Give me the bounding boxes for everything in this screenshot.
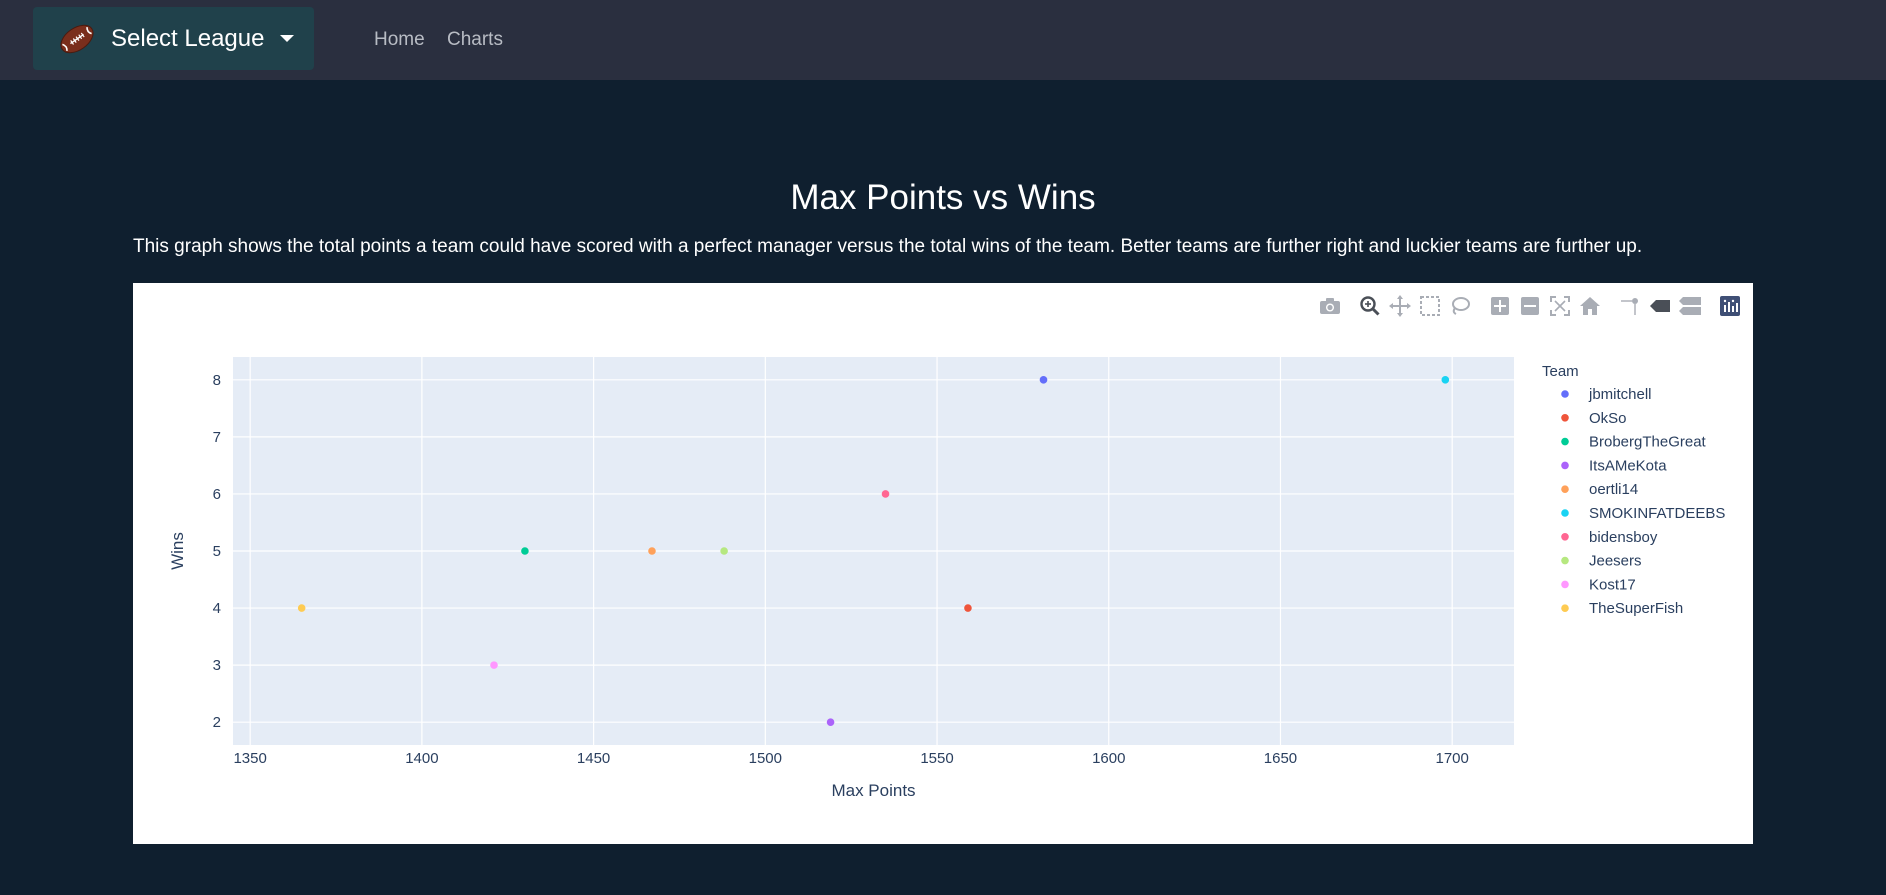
x-tick-label: 1350 [233,750,266,767]
legend-label: Kost17 [1589,576,1636,593]
legend-item-bidensboy[interactable]: bidensboy [1561,529,1658,546]
x-axis-label: Max Points [831,781,915,800]
legend-item-smokinfatdeebs[interactable]: SMOKINFATDEEBS [1561,505,1725,522]
legend-label: OkSo [1589,410,1627,427]
reset-axes-icon[interactable] [1575,293,1605,319]
caret-down-icon [280,35,295,42]
hover-compare-icon[interactable] [1675,293,1705,319]
y-axis-label: Wins [168,532,187,570]
scatter-point-itsamekota[interactable] [826,718,835,726]
y-tick-label: 7 [213,429,221,446]
x-tick-label: 1450 [577,750,610,767]
legend-label: ItsAMeKota [1589,457,1667,474]
y-tick-label: 2 [213,714,221,731]
zoom-out-icon[interactable] [1515,293,1545,319]
legend-item-thesuperfish[interactable]: TheSuperFish [1561,600,1683,617]
scatter-point-okso[interactable] [964,604,972,612]
legend-label: oertli14 [1589,481,1638,498]
pan-icon[interactable] [1385,293,1415,319]
navbar: Select League Home Charts [0,0,1886,80]
chart-container: 1350 1400 1450 1500 1550 1600 1650 1700 2 3 4 5 6 7 8… [133,283,1753,844]
legend-marker [1561,533,1569,541]
legend-item-jbmitchell[interactable]: jbmitchell [1561,386,1652,403]
y-axis-ticks: 2 3 4 5 6 7 8 [213,372,221,731]
select-league-dropdown[interactable]: Select League [33,7,314,70]
hover-closest-icon[interactable] [1645,293,1675,319]
y-tick-label: 3 [213,657,221,674]
legend-label: Jeesers [1589,553,1642,570]
legend-marker [1561,556,1569,565]
page-description: This graph shows the total points a team… [133,236,1643,257]
legend-label: BrobergTheGreat [1589,434,1707,451]
nav-link-home[interactable]: Home [374,29,425,50]
y-tick-label: 4 [213,600,221,617]
legend-marker [1561,604,1569,612]
scatter-point-jeesers[interactable] [720,547,728,555]
camera-icon[interactable] [1315,293,1345,319]
y-tick-label: 5 [213,543,221,560]
legend-marker [1561,485,1569,493]
legend-label: bidensboy [1589,529,1658,546]
scatter-point-smokinfatdeebs[interactable] [1441,376,1450,384]
legend-marker [1561,509,1569,517]
nav-link-charts[interactable]: Charts [447,29,503,50]
legend-label: jbmitchell [1588,386,1652,403]
scatter-point-oertli14[interactable] [648,547,656,555]
x-tick-label: 1500 [749,750,782,767]
legend: jbmitchell OkSo BrobergTheGreat ItsAMeKota o… [1561,386,1725,617]
plotly-logo-icon[interactable] [1715,293,1745,319]
x-axis-ticks: 1350 1400 1450 1500 1550 1600 1650 1700 [233,750,1468,767]
legend-item-oertli14[interactable]: oertli14 [1561,481,1638,498]
spike-lines-icon[interactable] [1615,293,1645,319]
scatter-point-bidensboy[interactable] [881,490,890,498]
zoom-icon[interactable] [1355,293,1385,319]
scatter-point-jbmitchell[interactable] [1039,376,1048,384]
data-points [297,376,1450,726]
y-tick-label: 6 [213,486,221,503]
legend-item-kost17[interactable]: Kost17 [1561,576,1636,593]
x-tick-label: 1600 [1092,750,1125,767]
grid-lines [233,357,1514,745]
scatter-point-brobergthegreat[interactable] [521,547,529,555]
legend-marker [1561,414,1569,422]
scatter-point-thesuperfish[interactable] [297,604,306,612]
lasso-icon[interactable] [1445,293,1475,319]
legend-label: SMOKINFATDEEBS [1589,505,1725,522]
autoscale-icon[interactable] [1545,293,1575,319]
x-tick-label: 1550 [920,750,953,767]
x-tick-label: 1400 [405,750,438,767]
legend-item-brobergthegreat[interactable]: BrobergTheGreat [1561,434,1707,451]
plotly-modebar [1315,293,1745,319]
legend-label: TheSuperFish [1589,600,1683,617]
box-select-icon[interactable] [1415,293,1445,319]
legend-marker [1561,390,1569,398]
legend-marker [1561,437,1569,446]
legend-title: Team [1542,363,1579,380]
scatter-chart: 1350 1400 1450 1500 1550 1600 1650 1700 2 3 4 5 6 7 8… [168,357,1725,800]
scatter-point-kost17[interactable] [490,661,498,669]
legend-marker [1561,580,1569,589]
legend-item-itsamekota[interactable]: ItsAMeKota [1561,457,1667,474]
legend-item-okso[interactable]: OkSo [1561,410,1627,427]
page-title: Max Points vs Wins [790,178,1096,217]
x-tick-label: 1700 [1435,750,1468,767]
football-icon [60,24,94,53]
y-tick-label: 8 [213,372,221,389]
legend-marker [1561,461,1569,470]
legend-item-jeesers[interactable]: Jeesers [1561,553,1642,570]
x-tick-label: 1650 [1264,750,1297,767]
select-league-label: Select League [111,24,265,52]
zoom-in-icon[interactable] [1485,293,1515,319]
